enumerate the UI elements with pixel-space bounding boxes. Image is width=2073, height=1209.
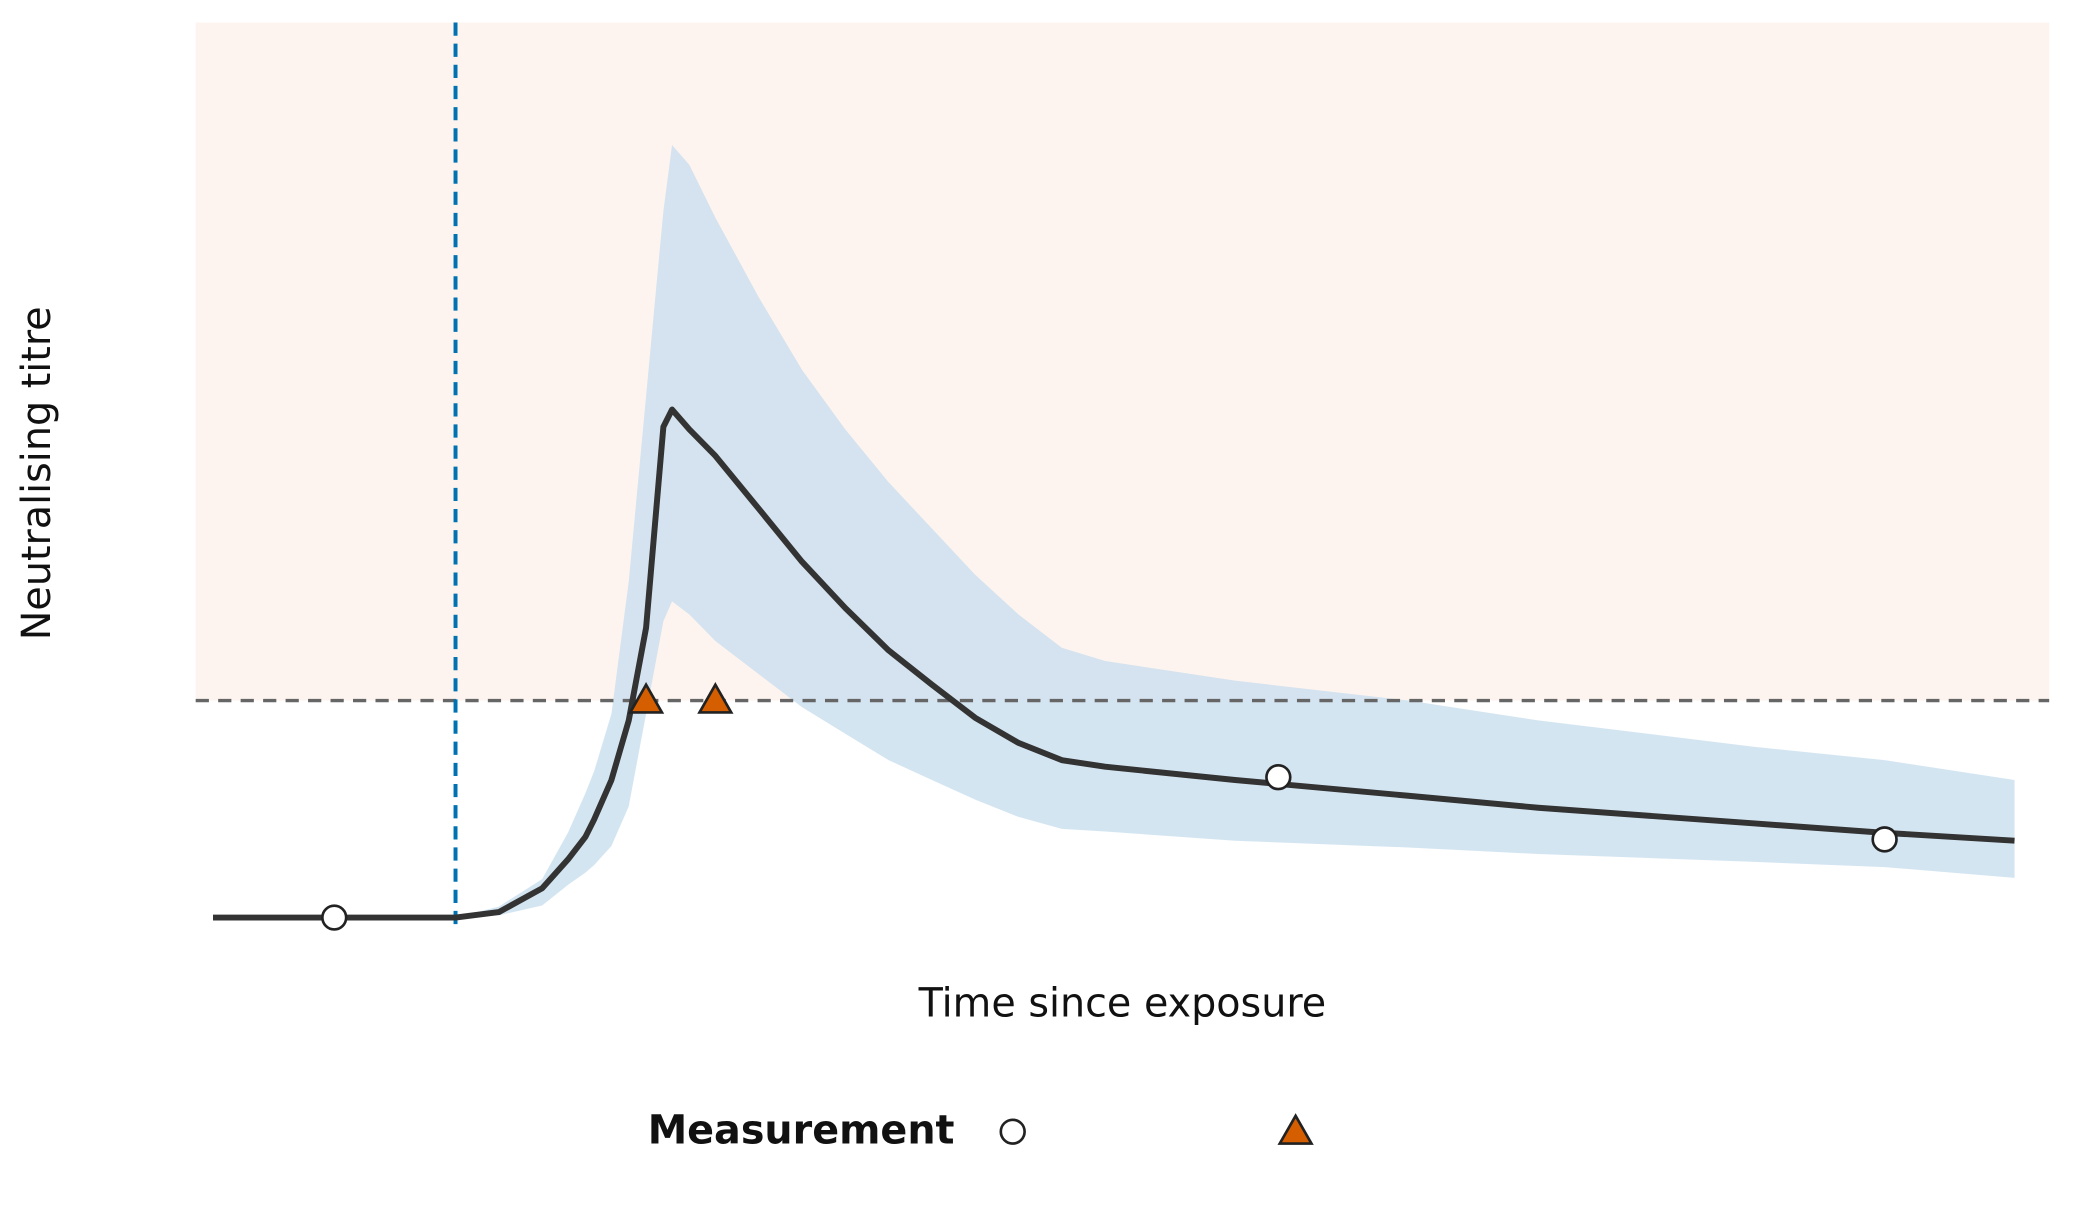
data-point (697, 682, 734, 714)
x-axis-title: Time since exposure (918, 981, 1327, 1027)
credible-band (213, 144, 2015, 918)
y-axis-title: Neutralising titre (14, 306, 60, 640)
data-point (627, 682, 665, 714)
text-layer: Time since exposure Neutralising titre M… (14, 306, 1326, 1153)
background-layer (195, 22, 2050, 701)
censored-region (195, 22, 2050, 701)
data-point (321, 904, 348, 931)
data-point (1265, 763, 1292, 791)
legend-marker (1277, 1113, 1314, 1145)
legend-title: Measurement (648, 1107, 955, 1153)
data-layer (195, 22, 2050, 931)
mean-line (213, 406, 2015, 921)
legend-marker (999, 1118, 1026, 1145)
data-point (1871, 826, 1898, 853)
